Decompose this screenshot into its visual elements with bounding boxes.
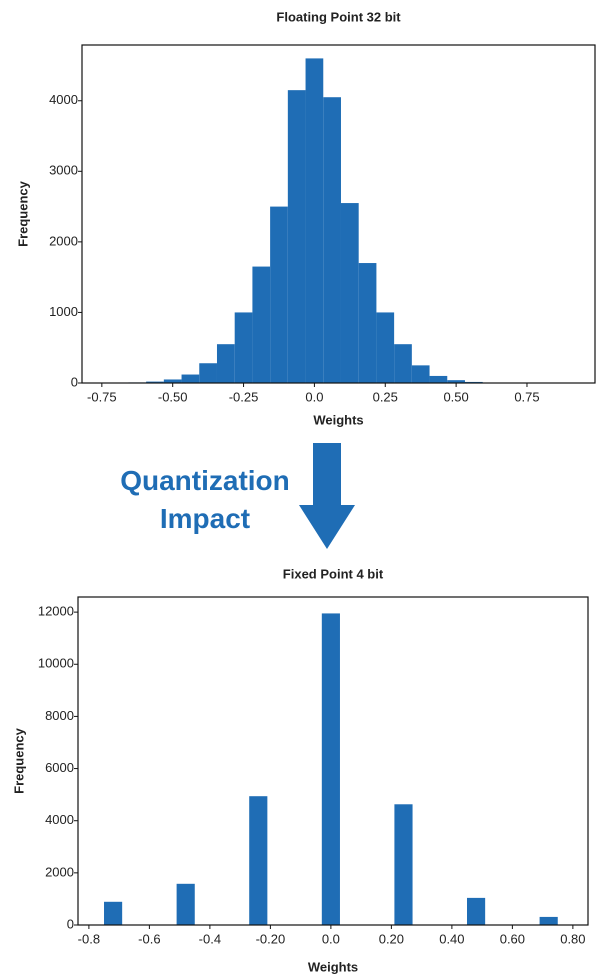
bar bbox=[270, 206, 288, 383]
chart-title: Floating Point 32 bit bbox=[276, 9, 401, 24]
bar bbox=[411, 365, 430, 383]
x-tick-label: -0.20 bbox=[256, 931, 286, 946]
x-tick-label: -0.75 bbox=[87, 389, 117, 404]
y-tick-label: 3000 bbox=[49, 163, 78, 178]
x-tick-label: -0.50 bbox=[158, 389, 188, 404]
bar bbox=[394, 344, 412, 383]
annotation: Quantization Impact bbox=[120, 465, 290, 534]
bar bbox=[447, 380, 465, 383]
arrow-head bbox=[299, 505, 355, 549]
bar bbox=[467, 897, 486, 925]
x-tick-label: 0.0 bbox=[322, 931, 340, 946]
y-tick-label: 4000 bbox=[49, 92, 78, 107]
y-tick-label: 12000 bbox=[38, 604, 74, 619]
x-axis-label: Weights bbox=[308, 959, 358, 974]
y-tick-label: 4000 bbox=[45, 812, 74, 827]
x-tick-label: 0.50 bbox=[443, 389, 468, 404]
x-tick-label: 0.75 bbox=[514, 389, 539, 404]
y-tick-label: 6000 bbox=[45, 760, 74, 775]
bar bbox=[146, 381, 164, 383]
bar bbox=[252, 266, 271, 383]
bar bbox=[287, 90, 306, 383]
x-tick-label: -0.25 bbox=[229, 389, 259, 404]
bar bbox=[394, 804, 413, 925]
plot-frame bbox=[77, 596, 589, 926]
bar bbox=[104, 901, 123, 925]
bar bbox=[358, 263, 377, 383]
bar bbox=[340, 203, 359, 383]
y-tick-label: 1000 bbox=[49, 304, 78, 319]
y-tick-label: 0 bbox=[67, 916, 74, 931]
chart-title: Fixed Point 4 bit bbox=[283, 566, 384, 581]
bar bbox=[216, 344, 235, 383]
x-tick-label: -0.8 bbox=[78, 931, 100, 946]
x-tick-label: 0.20 bbox=[379, 931, 404, 946]
x-tick-label: 0.0 bbox=[305, 389, 323, 404]
bar bbox=[376, 312, 395, 383]
y-axis-label: Frequency bbox=[15, 180, 30, 247]
bar bbox=[234, 312, 253, 383]
x-tick-label: 0.25 bbox=[373, 389, 398, 404]
x-tick-label: -0.4 bbox=[199, 931, 221, 946]
bar bbox=[321, 613, 340, 925]
bar bbox=[539, 916, 558, 925]
y-tick-label: 2000 bbox=[45, 864, 74, 879]
y-tick-label: 8000 bbox=[45, 708, 74, 723]
y-axis-label: Frequency bbox=[11, 727, 26, 794]
plot-frame bbox=[81, 44, 596, 384]
bar bbox=[249, 796, 268, 925]
x-axis-label: Weights bbox=[313, 412, 363, 427]
bar bbox=[163, 379, 182, 383]
y-tick-label: 2000 bbox=[49, 233, 78, 248]
x-tick-label: -0.6 bbox=[138, 931, 160, 946]
y-tick-label: 10000 bbox=[38, 656, 74, 671]
x-tick-label: 0.60 bbox=[500, 931, 525, 946]
bar bbox=[181, 374, 200, 383]
bar bbox=[199, 363, 217, 383]
y-tick-label: 0 bbox=[71, 374, 78, 389]
arrow-shaft bbox=[313, 443, 341, 507]
bar bbox=[323, 97, 341, 384]
x-tick-label: 0.40 bbox=[439, 931, 464, 946]
bar bbox=[429, 375, 448, 383]
bar bbox=[305, 58, 324, 383]
x-tick-label: 0.80 bbox=[560, 931, 585, 946]
bar bbox=[176, 883, 195, 925]
